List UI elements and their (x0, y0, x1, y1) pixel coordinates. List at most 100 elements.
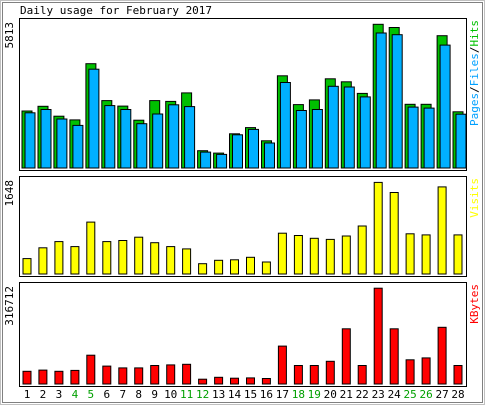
bar-kbytes-kbytes-day-16 (261, 378, 271, 385)
bar-hits-files-day-25 (407, 106, 419, 169)
bar-hits-files-day-27 (439, 44, 451, 169)
bar-hits-files-day-18 (295, 110, 307, 169)
bar-kbytes-kbytes-day-1 (22, 370, 32, 385)
bar-visits-visits-day-9 (150, 242, 160, 275)
bar-hits-files-day-22 (359, 96, 371, 169)
bar-visits-visits-day-2 (38, 247, 48, 275)
bar-kbytes-kbytes-day-14 (230, 377, 239, 385)
bar-hits-files-day-9 (152, 113, 164, 169)
x-tick-label-day-10: 10 (164, 388, 177, 401)
bar-visits-visits-day-27 (437, 186, 447, 275)
bar-hits-files-day-3 (56, 118, 68, 169)
bar-kbytes-kbytes-day-15 (246, 377, 255, 385)
bar-kbytes-kbytes-day-23 (373, 287, 383, 385)
bar-visits-visits-day-23 (373, 181, 383, 275)
bar-visits-visits-day-20 (325, 238, 335, 275)
bar-kbytes-kbytes-day-26 (421, 357, 431, 385)
bar-visits-visits-day-21 (341, 235, 351, 275)
bar-hits-files-day-14 (232, 134, 243, 169)
x-tick-label-day-6: 6 (103, 388, 110, 401)
bar-visits-visits-day-24 (389, 192, 399, 275)
bar-hits-files-day-20 (327, 85, 339, 169)
x-tick-label-day-3: 3 (56, 388, 63, 401)
bar-kbytes-kbytes-day-25 (405, 359, 415, 385)
bar-kbytes-kbytes-day-10 (166, 364, 176, 385)
x-tick-label-day-4: 4 (72, 388, 79, 401)
bar-kbytes-kbytes-day-9 (150, 365, 160, 385)
bar-visits-visits-day-11 (182, 248, 192, 275)
x-tick-label-day-13: 13 (212, 388, 225, 401)
bar-visits-visits-day-16 (261, 261, 271, 275)
bar-visits-visits-day-22 (357, 225, 367, 275)
bar-hits-files-day-28 (455, 113, 467, 169)
x-tick-label-day-18: 18 (292, 388, 305, 401)
bar-visits-visits-day-7 (118, 240, 128, 275)
bar-kbytes-kbytes-day-4 (70, 369, 80, 385)
bar-kbytes-kbytes-day-8 (134, 367, 144, 385)
x-tick-label-day-21: 21 (340, 388, 353, 401)
bar-hits-files-day-17 (279, 82, 291, 169)
y-max-label-hits: 5813 (3, 22, 16, 49)
bar-visits-visits-day-19 (309, 237, 319, 275)
bar-hits-files-day-1 (24, 112, 36, 169)
bar-visits-visits-day-15 (246, 256, 255, 275)
bar-kbytes-kbytes-day-19 (309, 365, 319, 385)
bar-kbytes-kbytes-day-6 (102, 365, 112, 385)
bar-kbytes-kbytes-day-18 (293, 365, 303, 385)
chart-title: Daily usage for February 2017 (20, 4, 212, 17)
y-max-label-kbytes: 316712 (3, 286, 16, 326)
bar-hits-files-day-23 (375, 32, 387, 169)
x-tick-label-day-23: 23 (372, 388, 385, 401)
bar-hits-files-day-15 (248, 128, 259, 169)
bar-kbytes-kbytes-day-22 (357, 365, 367, 385)
bar-kbytes-kbytes-day-2 (38, 369, 48, 385)
bar-hits-files-day-21 (343, 86, 355, 169)
x-tick-label-day-12: 12 (196, 388, 209, 401)
panel-visits: 1648 Visits (3, 176, 481, 277)
bar-hits-files-day-13 (216, 153, 228, 169)
x-tick-label-day-2: 2 (40, 388, 47, 401)
x-tick-label-day-26: 26 (419, 388, 432, 401)
x-tick-label-day-27: 27 (435, 388, 448, 401)
bar-hits-files-day-26 (423, 107, 435, 169)
x-tick-label-day-14: 14 (228, 388, 242, 401)
bar-visits-visits-day-8 (134, 236, 144, 275)
x-tick-label-day-24: 24 (388, 388, 402, 401)
legend-item-hits-3: / (468, 47, 481, 54)
x-tick-label-day-7: 7 (119, 388, 126, 401)
bar-kbytes-kbytes-day-17 (277, 345, 287, 385)
legend-item-hits-0: Pages (468, 93, 481, 126)
bar-visits-visits-day-25 (405, 233, 415, 275)
bar-hits-files-day-7 (120, 109, 132, 169)
x-tick-label-day-22: 22 (356, 388, 369, 401)
bar-kbytes-kbytes-day-3 (54, 370, 64, 385)
bar-kbytes-kbytes-day-21 (341, 328, 351, 385)
bar-kbytes-kbytes-day-11 (182, 363, 192, 385)
x-tick-label-day-20: 20 (324, 388, 337, 401)
bar-hits-files-day-8 (136, 123, 148, 169)
bar-hits-files-day-16 (264, 142, 275, 169)
bar-hits-files-day-5 (88, 68, 100, 169)
bar-visits-visits-day-6 (102, 241, 112, 275)
bar-kbytes-kbytes-day-5 (86, 354, 96, 385)
bar-hits-files-day-2 (40, 109, 52, 169)
x-tick-label-day-19: 19 (308, 388, 321, 401)
bar-hits-files-day-4 (72, 124, 84, 169)
bar-hits-files-day-10 (168, 104, 180, 169)
bar-visits-visits-day-28 (453, 234, 463, 275)
x-tick-label-day-9: 9 (151, 388, 158, 401)
bar-kbytes-kbytes-day-20 (325, 360, 335, 385)
bar-hits-files-day-6 (104, 105, 116, 169)
bar-visits-visits-day-10 (166, 246, 176, 275)
legend-item-hits-4: Hits (468, 20, 481, 47)
legend-hits: Pages/Files/Hits (468, 20, 481, 126)
legend-kbytes: KBytes (468, 284, 481, 324)
bar-visits-visits-day-18 (293, 235, 303, 275)
x-tick-label-day-16: 16 (260, 388, 273, 401)
bar-kbytes-kbytes-day-7 (118, 367, 128, 385)
bar-visits-visits-day-3 (54, 241, 64, 275)
bar-visits-visits-day-14 (230, 259, 239, 275)
panel-kbytes: 316712 KBytes (3, 282, 481, 387)
